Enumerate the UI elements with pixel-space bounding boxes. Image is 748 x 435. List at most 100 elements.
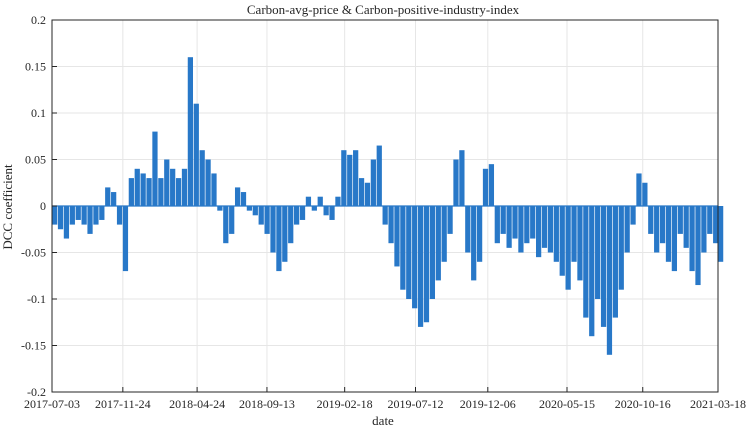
dcc-bar <box>541 206 548 248</box>
x-tick-label: 2017-11-24 <box>95 397 151 411</box>
dcc-bar <box>559 206 565 276</box>
dcc-bar <box>530 206 536 239</box>
dcc-bar <box>406 206 412 299</box>
dcc-bar <box>482 168 489 206</box>
dcc-bar <box>612 206 618 318</box>
dcc-bar <box>258 206 264 225</box>
plot-frame <box>51 19 719 393</box>
dcc-bar <box>294 206 300 225</box>
y-tick-label: 0.2 <box>31 13 46 27</box>
dcc-bar <box>199 150 205 206</box>
dcc-bar <box>642 182 648 206</box>
dcc-bar <box>565 206 571 290</box>
dcc-bar <box>595 206 601 299</box>
dcc-bar <box>223 206 229 244</box>
dcc-bar <box>116 206 123 225</box>
dcc-bar <box>606 206 613 355</box>
dcc-bar <box>358 178 365 206</box>
dcc-bar <box>175 178 182 206</box>
dcc-bar <box>311 206 317 211</box>
dcc-bar <box>707 206 713 234</box>
x-tick-label: 2017-07-03 <box>24 397 80 411</box>
y-tick-label: 0.1 <box>31 106 46 120</box>
dcc-bar <box>636 173 642 206</box>
dcc-bar <box>323 206 329 216</box>
dcc-bar <box>146 178 152 206</box>
bar-series <box>52 57 724 355</box>
dcc-bar <box>229 206 235 234</box>
x-tick-label: 2019-07-12 <box>387 397 443 411</box>
dcc-bar <box>500 206 506 234</box>
dcc-bar <box>571 206 577 262</box>
dcc-bar <box>353 150 359 206</box>
dcc-bar <box>471 206 477 281</box>
dcc-bar <box>93 206 99 225</box>
dcc-bar <box>270 206 276 253</box>
dcc-bar <box>99 206 105 220</box>
dcc-bar <box>713 206 719 244</box>
dcc-bar <box>429 206 436 299</box>
tick-labels: 0.2 0.15 0.1 0.05 0 -0.05 -0.1 -0.15 -0.22017-07… <box>21 13 746 411</box>
dcc-bar <box>335 196 341 206</box>
dcc-bar <box>81 206 87 225</box>
dcc-bar <box>246 206 253 211</box>
y-tick-label: 0.15 <box>25 60 46 74</box>
dcc-bar <box>170 168 176 206</box>
dcc-bar <box>234 187 241 206</box>
y-tick-label: 0.05 <box>25 153 46 167</box>
y-axis-label: DCC coefficient <box>0 164 15 250</box>
dcc-bar <box>506 206 512 248</box>
dcc-bar <box>659 206 666 244</box>
dcc-bar <box>654 206 660 253</box>
dcc-bar <box>205 159 211 206</box>
y-tick-label: -0.05 <box>21 246 46 260</box>
dcc-bar <box>600 206 607 327</box>
dcc-bar <box>140 173 146 206</box>
dcc-bar <box>583 206 589 318</box>
dcc-bar <box>618 206 624 290</box>
dcc-bar <box>589 206 595 337</box>
dcc-bar <box>630 206 636 225</box>
dcc-bar <box>677 206 683 234</box>
dcc-bar <box>217 206 223 211</box>
dcc-bar <box>689 206 695 272</box>
x-tick-label: 2020-10-16 <box>615 397 671 411</box>
dcc-bar <box>57 206 64 230</box>
dcc-bar <box>158 178 164 206</box>
x-tick-label: 2019-12-06 <box>460 397 516 411</box>
dcc-bar <box>441 206 447 262</box>
dcc-bar <box>370 159 376 206</box>
dcc-bar <box>341 150 347 206</box>
y-tick-label: -0.2 <box>27 385 46 399</box>
dcc-bar <box>181 168 188 206</box>
chart-title: Carbon-avg-price & Carbon-positive-indus… <box>247 2 520 17</box>
dcc-bar <box>494 206 500 244</box>
dcc-bar <box>87 206 93 234</box>
dcc-bar <box>252 206 258 216</box>
dcc-bar <box>695 206 701 286</box>
dcc-bar <box>282 206 288 262</box>
dcc-bar <box>52 206 58 225</box>
dcc-bar <box>553 206 559 262</box>
dcc-bar <box>164 159 170 206</box>
dcc-bar <box>276 206 282 272</box>
x-tick-label: 2021-03-18 <box>690 397 746 411</box>
axes <box>51 19 719 393</box>
dcc-bar <box>671 206 678 272</box>
y-tick-label: -0.1 <box>27 292 46 306</box>
x-tick-label: 2019-02-18 <box>317 397 373 411</box>
dcc-bar <box>264 206 270 234</box>
dcc-bar <box>394 206 400 267</box>
dcc-bar <box>329 206 335 220</box>
dcc-bar <box>152 131 158 206</box>
dcc-bar <box>465 206 471 253</box>
dcc-bar <box>435 206 441 281</box>
dcc-bar <box>211 173 217 206</box>
x-tick-label: 2020-05-15 <box>539 397 595 411</box>
dcc-bar <box>240 192 247 206</box>
dcc-bar <box>459 150 465 206</box>
dcc-bar <box>488 164 495 206</box>
dcc-bar <box>417 206 424 327</box>
dcc-bar <box>624 206 630 253</box>
